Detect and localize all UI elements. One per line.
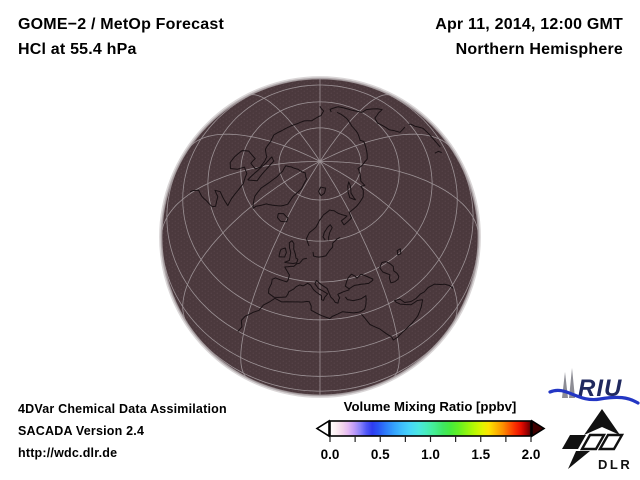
colorbar-tick-label: 1.5 <box>471 447 491 462</box>
colorbar-tick-label: 1.0 <box>421 447 440 462</box>
graticule <box>161 78 479 396</box>
species-level-label: HCl at 55.4 hPa <box>18 41 137 58</box>
coastline-path <box>434 150 442 154</box>
header-right: Apr 11, 2014, 12:00 GMT Northern Hemisph… <box>435 12 623 62</box>
coastline-path <box>329 106 406 133</box>
colorbar-tick-labels: 0.0 0.5 1.0 1.5 2.0 <box>314 447 546 465</box>
meridian-line <box>319 161 400 379</box>
coastline-path <box>318 186 327 197</box>
globe-outer-halo <box>159 76 481 398</box>
parallel-line <box>207 84 433 283</box>
coastline-path <box>190 106 325 208</box>
meridian-line <box>319 161 458 324</box>
coastline-path <box>396 248 402 256</box>
colorbar-gradient-bar <box>329 420 532 437</box>
product-title: GOME−2 / MetOp Forecast <box>18 16 224 33</box>
dlr-logo: DLR <box>562 409 632 472</box>
coastline-path <box>347 181 357 201</box>
colorbar-title: Volume Mixing Ratio [ppbv] <box>343 399 517 414</box>
coastline-path <box>305 111 368 247</box>
wdc-url: http://wdc.dlr.de <box>18 445 118 460</box>
credits-block: 4DVar Chemical Data Assimilation SACADA … <box>18 399 227 464</box>
meridian-line <box>240 161 321 379</box>
dlr-star-icon <box>562 409 625 469</box>
coastline-path <box>237 295 367 332</box>
coastline-path <box>344 273 374 290</box>
coastline-path <box>322 224 333 241</box>
coastlines <box>190 106 454 341</box>
coastline-path <box>379 261 400 284</box>
colorbar <box>315 419 546 442</box>
dlr-wordmark: DLR <box>598 457 632 472</box>
globe-rim <box>160 77 480 397</box>
colorbar-right-arrow <box>531 419 546 438</box>
cathedral-icon <box>569 368 575 398</box>
meridian-line <box>319 133 453 162</box>
colorbar-left-arrow <box>315 419 330 438</box>
coastline-path <box>312 236 341 258</box>
region-label: Northern Hemisphere <box>455 41 623 58</box>
meridian-line <box>182 161 321 324</box>
coastline-path <box>247 156 275 182</box>
coastline-path <box>361 283 454 341</box>
coastline-path <box>408 123 441 148</box>
meridian-line <box>248 94 321 162</box>
datetime-label: Apr 11, 2014, 12:00 GMT <box>435 16 623 33</box>
rhine-wave-icon <box>548 388 640 405</box>
meridian-line <box>187 133 321 162</box>
assimilation-label: 4DVar Chemical Data Assimilation <box>18 402 227 416</box>
meridian-line <box>161 161 320 238</box>
meridian-line <box>320 161 479 238</box>
colorbar-tick-label: 2.0 <box>521 447 541 462</box>
coastline-path <box>278 247 287 258</box>
header-left: GOME−2 / MetOp Forecast HCl at 55.4 hPa <box>18 12 224 62</box>
coastline-path <box>252 165 308 209</box>
coastline-path <box>268 257 350 304</box>
parallel-line <box>278 127 362 201</box>
colorbar-tick-marks <box>329 436 532 442</box>
colorbar-tick-label: 0.0 <box>320 447 340 462</box>
parallel-line <box>182 78 458 321</box>
coastline-path <box>284 240 299 264</box>
parallel-line <box>240 101 400 242</box>
meridian-line <box>319 94 392 162</box>
riu-logo: RIU <box>548 368 640 405</box>
colorbar-tick-label: 0.5 <box>370 447 390 462</box>
version-label: SACADA Version 2.4 <box>18 423 145 438</box>
cathedral-icon <box>562 372 568 398</box>
coastline-path <box>277 213 289 223</box>
